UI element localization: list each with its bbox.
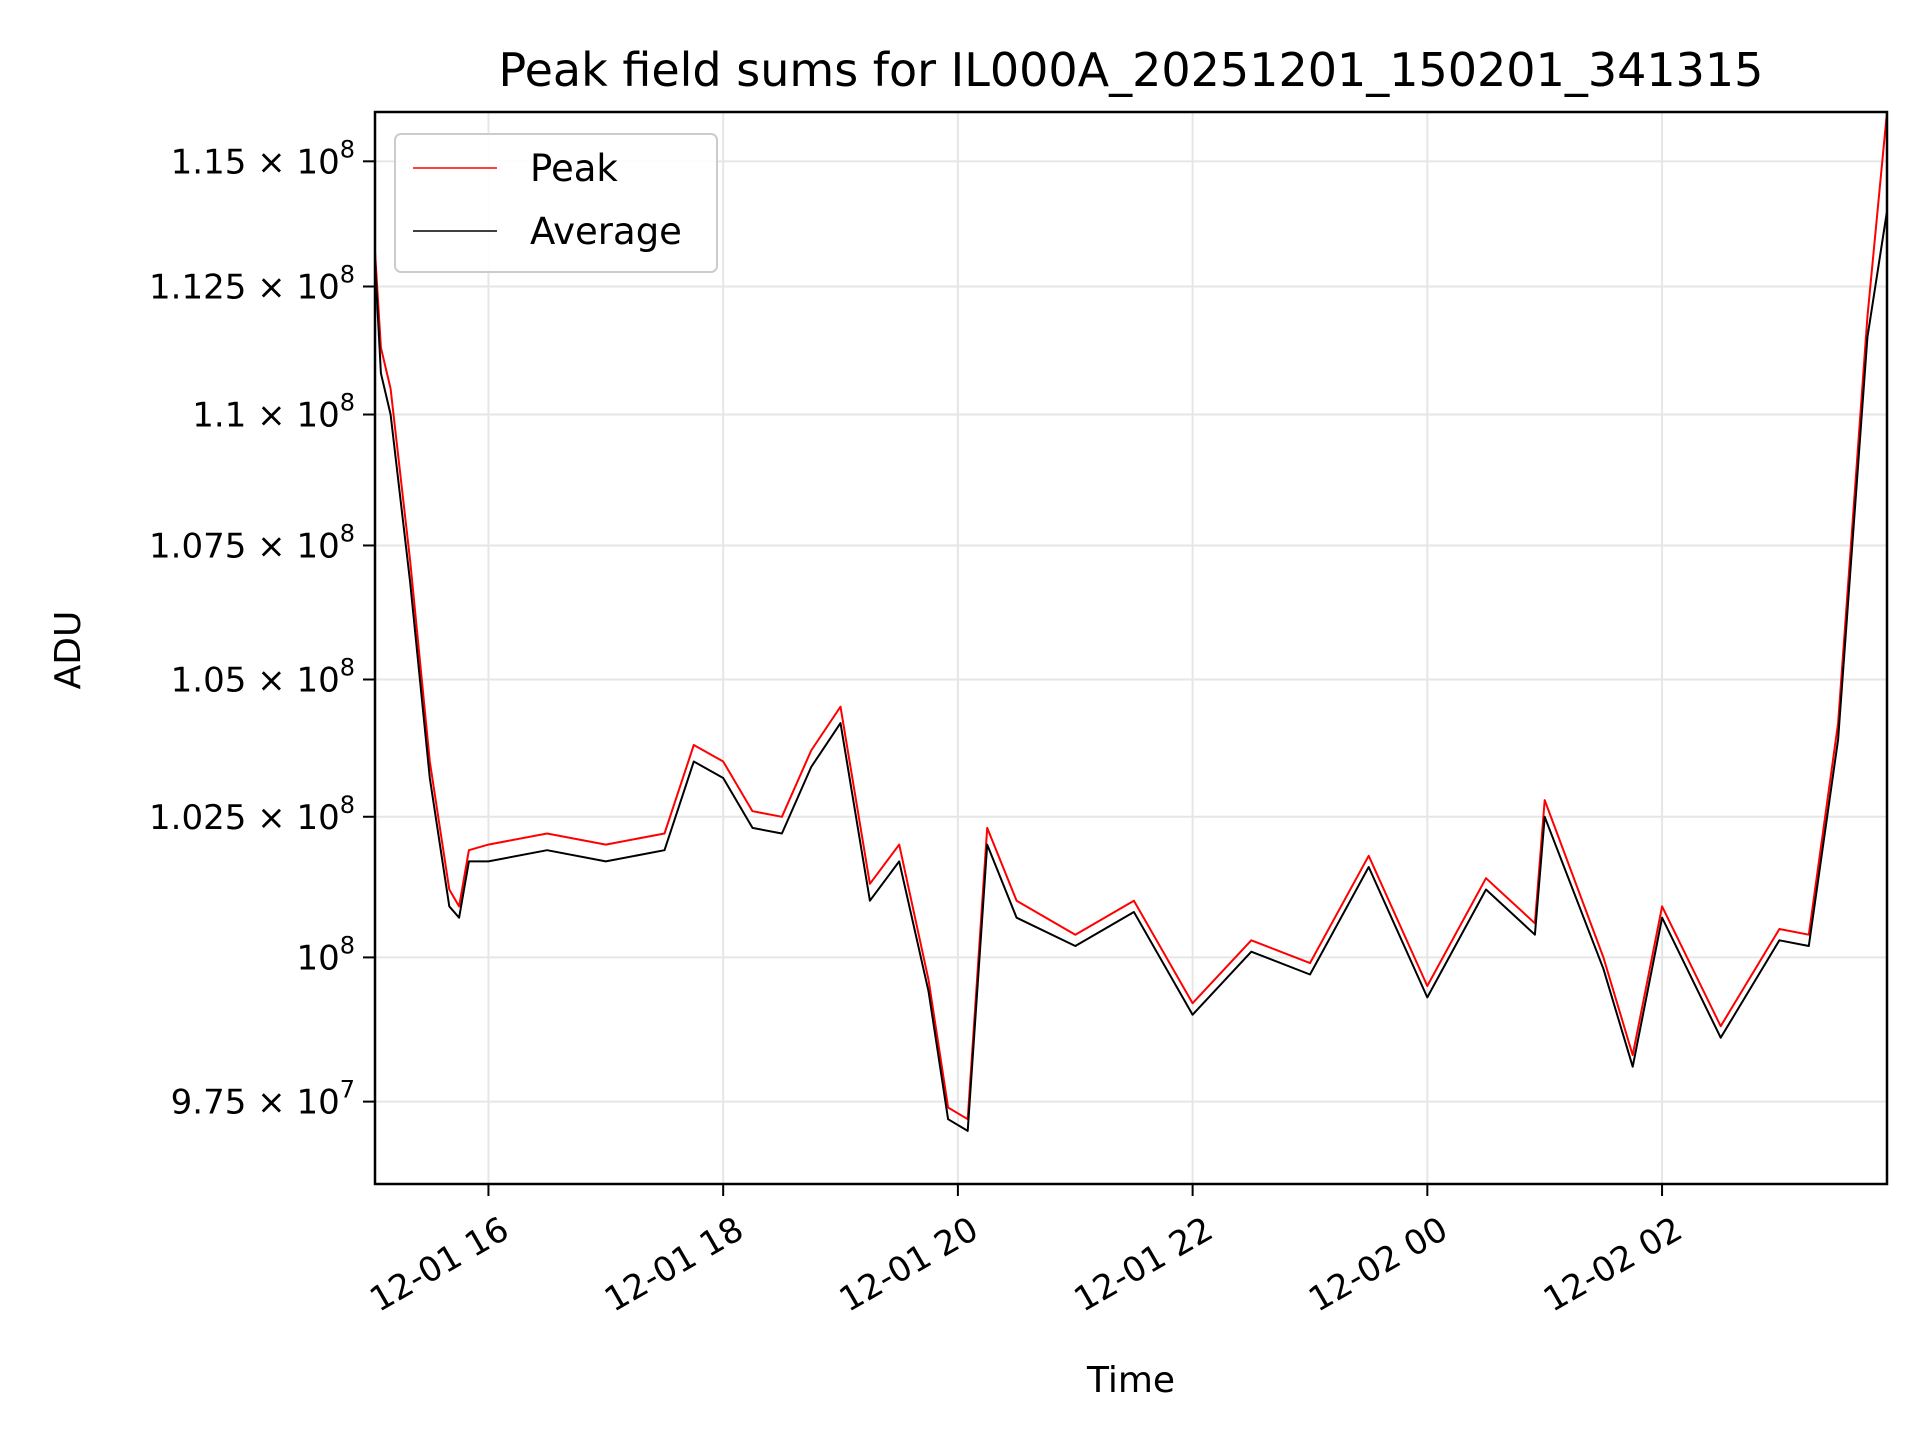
y-tick-mantissa: 1.1: [192, 396, 246, 436]
legend: Peak Average: [394, 133, 718, 273]
x-tick-label: 12-01 18: [598, 1209, 750, 1320]
y-tick-times-sign: × 10: [246, 798, 339, 838]
y-tick-times-sign: × 10: [246, 1083, 339, 1123]
y-tick-mantissa: 1.05: [171, 660, 247, 700]
series-line-peak: [374, 111, 1888, 1121]
y-tick-exponent: 8: [340, 389, 355, 417]
y-tick-mantissa: 1.025: [149, 798, 246, 838]
y-tick-times-sign: × 10: [246, 660, 339, 700]
y-tick-exponent: 8: [340, 261, 355, 289]
y-tick-exponent: 8: [340, 519, 355, 547]
y-tick-mantissa: 9.75: [171, 1083, 247, 1123]
x-tick-label: 12-01 16: [363, 1209, 515, 1320]
y-tick-times-sign: × 10: [246, 526, 339, 566]
y-tick-label: 1.15 × 108: [171, 135, 355, 182]
chart-title: Peak field sums for IL000A_20251201_1502…: [499, 43, 1764, 97]
x-axis-label: Time: [1086, 1360, 1175, 1401]
y-tick-label: 108: [296, 931, 355, 978]
y-tick-mantissa: 10: [296, 938, 339, 978]
y-tick-mantissa: 1.075: [149, 526, 246, 566]
y-tick-exponent: 8: [340, 791, 355, 819]
x-tick-label: 12-01 20: [833, 1209, 985, 1320]
x-axis-ticks: 12-01 16 12-01 18 12-01 20 12-01 22 12-02 00…: [363, 1184, 1689, 1320]
y-tick-times-sign: × 10: [246, 268, 339, 308]
y-tick-label: 1.125 × 108: [149, 261, 355, 308]
y-tick-exponent: 8: [340, 931, 355, 959]
y-tick-label: 1.025 × 108: [149, 791, 355, 838]
plot-frame: [373, 110, 1889, 1186]
y-axis-label: ADU: [48, 611, 89, 690]
y-tick-exponent: 8: [340, 653, 355, 681]
y-tick-mantissa: 1.15: [171, 142, 247, 182]
x-tick-label: 12-01 22: [1067, 1209, 1219, 1320]
y-tick-mantissa: 1.125: [149, 268, 246, 308]
x-tick-label: 12-02 00: [1302, 1209, 1454, 1320]
y-tick-exponent: 8: [340, 135, 355, 163]
y-tick-label: 9.75 × 107: [171, 1076, 355, 1123]
grid: [375, 112, 1887, 1184]
series-layer: [374, 111, 1888, 1132]
y-tick-exponent: 7: [340, 1076, 355, 1104]
series-line-average: [374, 210, 1888, 1132]
y-tick-label: 1.05 × 108: [171, 653, 355, 700]
legend-label-peak: Peak: [530, 147, 618, 190]
y-tick-label: 1.1 × 108: [192, 389, 355, 436]
x-tick-label: 12-02 02: [1537, 1209, 1689, 1320]
y-tick-times-sign: × 10: [246, 142, 339, 182]
y-tick-times-sign: × 10: [246, 396, 339, 436]
legend-label-average: Average: [530, 210, 682, 253]
y-tick-label: 1.075 × 108: [149, 519, 355, 566]
